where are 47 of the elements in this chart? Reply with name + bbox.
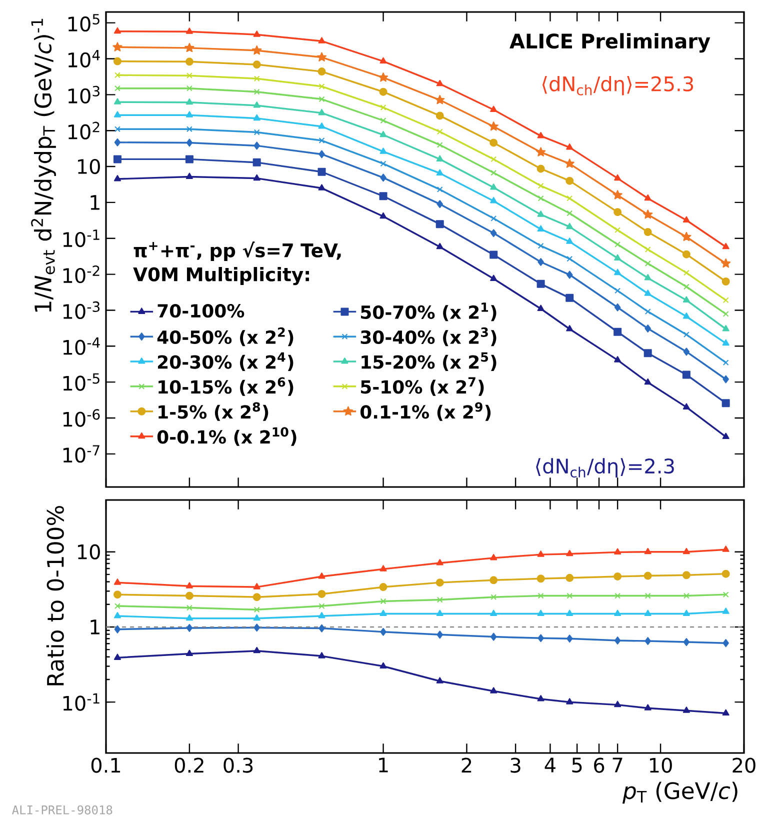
text: ALI-PREL-98018 <box>12 805 112 814</box>
y-tick-label: 10$^{4}$ <box>68 50 100 68</box>
legend-label: 1-5% (x 2$^{8}$) <box>158 402 268 421</box>
legend-label: 10-15% (x 2$^{6}$) <box>158 377 294 396</box>
legend-label: 20-30% (x 2$^{4}$) <box>158 352 294 371</box>
x-tick-label: 20 <box>732 758 756 773</box>
x-tick-label: 3 <box>510 758 520 773</box>
x-tick-label: 5 <box>572 758 582 773</box>
legend-label: 50-70% (x 2$^{1}$) <box>361 302 496 322</box>
y-tick-label: 10 <box>78 544 100 560</box>
y-axis-title: Ratio to 0-100% <box>46 506 64 686</box>
legend-label: 0-0.1% (x 2$^{10}$) <box>157 427 296 446</box>
legend-label: 15-20% (x 2$^{5}$) <box>362 352 496 371</box>
y-tick-label: 1 <box>90 195 100 210</box>
legend-label: 5-10% (x 2$^{7}$) <box>361 377 484 396</box>
y-tick-label: 10 <box>78 158 100 174</box>
y-tick-label: 10$^{-4}$ <box>63 337 100 355</box>
x-tick-label: 2 <box>462 758 472 773</box>
y-tick-label: 10$^{-5}$ <box>63 373 100 391</box>
annotation: ALICE Preliminary <box>510 33 710 53</box>
x-tick-label: 10 <box>650 758 672 773</box>
x-tick-label: 6 <box>594 758 604 773</box>
x-tick-label: 0.2 <box>174 758 204 773</box>
legend-label: 0.1-1% (x 2$^{9}$) <box>360 402 491 421</box>
legend-title: π$^{+}$+π$^{-}$, pp √s=7 TeV, V0M Multiplicity: <box>133 242 341 286</box>
legend-label: 30-40% (x 2$^{3}$) <box>360 327 496 346</box>
y-tick-label: 1 <box>90 620 100 634</box>
x-tick-label: 1 <box>379 758 388 772</box>
x-tick-label: 7 <box>612 758 622 772</box>
x-axis-title: p$_{T}$ (GeV/c) <box>622 782 738 804</box>
y-tick-label: 10$^{-2}$ <box>63 265 100 284</box>
annotation: ⟨dN$_{ch}$/dη⟩=2.3 <box>536 458 674 478</box>
y-tick-label: 10$^{-6}$ <box>63 409 100 427</box>
x-tick-label: 0.1 <box>91 758 120 773</box>
y-tick-label: 10$^{3}$ <box>68 86 100 104</box>
y-tick-label: 10$^{-7}$ <box>63 445 100 463</box>
y-tick-label: 10$^{5}$ <box>68 14 100 32</box>
text: 1/N$_{evt}$ d$^{2}$N/dydp$_{T}$ (GeV/c)$^{-1}$ <box>31 18 56 312</box>
x-tick-label: 4 <box>544 758 556 772</box>
annotation: ⟨dN$_{ch}$/dη⟩=25.3 <box>542 76 694 96</box>
y-tick-label: 10$^{2}$ <box>68 122 100 140</box>
legend-label: 40-50% (x 2$^{2}$) <box>157 327 294 346</box>
y-tick-label: 10$^{-1}$ <box>63 693 100 711</box>
legend-label: 70-100% <box>158 304 244 318</box>
x-tick-label: 0.3 <box>224 758 253 773</box>
y-tick-label: 10$^{-3}$ <box>63 301 100 320</box>
y-tick-label: 10$^{-1}$ <box>63 230 100 248</box>
